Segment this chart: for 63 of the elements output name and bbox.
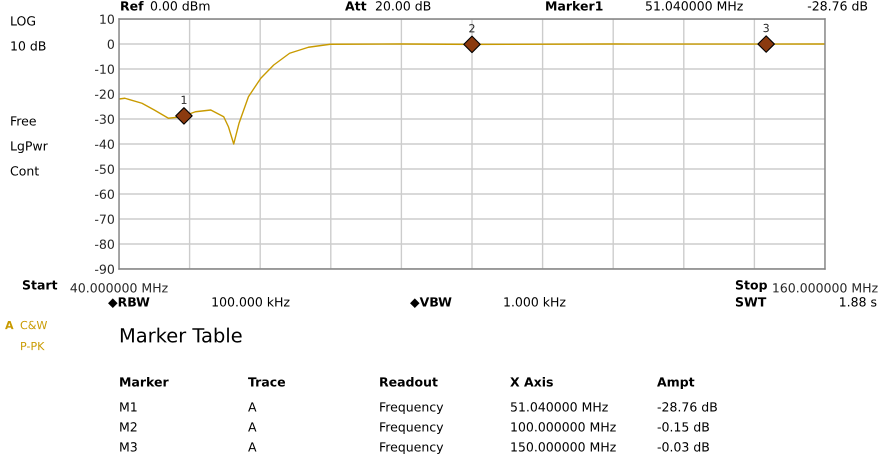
text: 1.88 s <box>840 297 876 307</box>
text: Start <box>22 280 58 290</box>
text: Frequency <box>380 422 444 434</box>
annotation: 1 <box>182 96 186 104</box>
text: Frequency <box>380 442 444 454</box>
text: C&W <box>20 320 48 330</box>
text: 51.040000 MHz <box>510 402 608 412</box>
text: Att <box>345 1 366 10</box>
text: A <box>248 422 256 432</box>
text: 1.000 kHz <box>504 296 566 307</box>
y-tick-label: 10 <box>100 14 114 24</box>
text: X Axis <box>510 376 553 387</box>
text: M2 <box>120 422 136 432</box>
text: 100.000000 MHz <box>511 422 616 432</box>
point <box>175 107 193 125</box>
text: Frequency <box>380 402 444 414</box>
text: Marker Table <box>120 328 242 343</box>
y-tick-label: -20 <box>95 89 114 99</box>
text: M1 <box>120 402 137 412</box>
text: 0.00 dBm <box>150 0 210 11</box>
text: M3 <box>120 442 137 452</box>
text: Cont <box>10 166 39 176</box>
text: Stop <box>736 280 767 292</box>
annotation: 3 <box>763 24 769 32</box>
y-tick-label: -60 <box>95 189 114 199</box>
text: P-PK <box>21 342 45 350</box>
text: LOG <box>11 16 36 26</box>
text: A <box>248 442 256 452</box>
point <box>757 35 775 53</box>
text: Readout <box>380 376 438 387</box>
annotation: 2 <box>469 24 474 32</box>
text: Ampt <box>657 377 694 390</box>
text: Marker1 <box>546 0 603 11</box>
y-tick-label: 0 <box>108 39 114 49</box>
y-tick-label: -90 <box>95 264 114 274</box>
text: A <box>5 320 14 330</box>
x-tick-label: 40.000000 MHz <box>70 283 168 293</box>
text: -0.03 dB <box>658 442 709 452</box>
text: Free <box>11 116 36 126</box>
text: SWT <box>736 297 766 307</box>
text: -0.15 dB <box>658 422 709 432</box>
y-tick-label: -30 <box>95 114 114 124</box>
text: LgPwr <box>11 141 48 154</box>
x-tick-label: 160.000000 MHz <box>773 283 878 293</box>
point <box>463 36 481 54</box>
text: A <box>248 402 256 412</box>
text: 20.00 dB <box>376 0 430 11</box>
text: -28.76 dB <box>808 0 868 11</box>
text: Marker <box>120 376 169 387</box>
y-tick-label: -70 <box>95 214 114 224</box>
y-tick-label: -10 <box>95 64 114 74</box>
text: ◆RBW <box>108 297 150 308</box>
text: 10 dB <box>11 40 46 51</box>
y-tick-label: -40 <box>95 139 114 149</box>
text: 150.000000 MHz <box>511 442 616 452</box>
text: ◆VBW <box>410 297 452 308</box>
text: Ref <box>121 0 144 11</box>
text: 51.040000 MHz <box>646 1 743 11</box>
text: -28.76 dB <box>658 402 717 412</box>
text: 100.000 kHz <box>212 296 290 307</box>
y-tick-label: -50 <box>95 164 114 174</box>
y-tick-label: -80 <box>95 239 114 249</box>
text: Trace <box>248 377 286 387</box>
